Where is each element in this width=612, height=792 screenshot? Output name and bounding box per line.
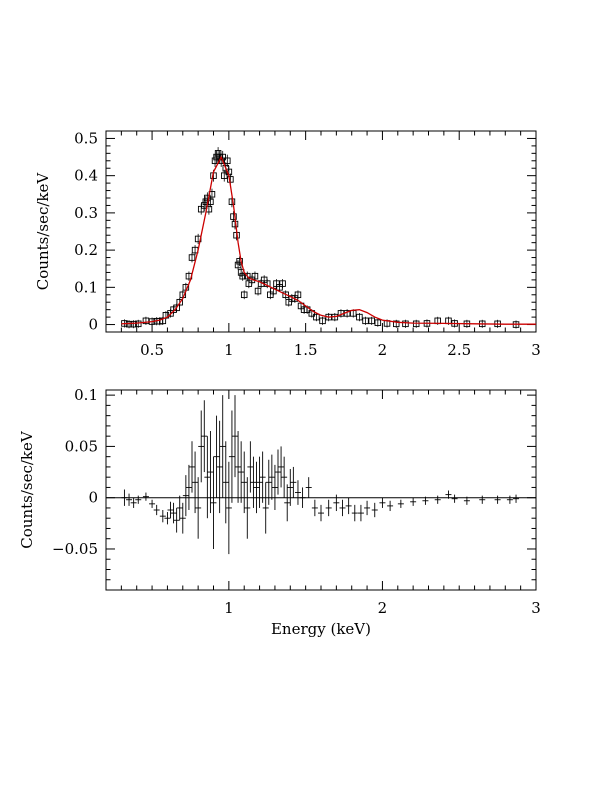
y-tick-label: −0.05 <box>52 540 98 558</box>
data-point <box>188 254 196 261</box>
data-point <box>176 298 183 306</box>
data-point <box>313 313 320 321</box>
y-axis-label: Counts/sec/keV <box>34 172 52 291</box>
data-point <box>362 317 369 325</box>
x-tick-label: 2 <box>378 341 388 359</box>
data-point <box>202 198 210 205</box>
plot-frame <box>105 130 537 333</box>
model-curve <box>121 155 536 325</box>
data-point <box>142 317 150 325</box>
data-point <box>244 272 251 280</box>
x-tick-label: 3 <box>531 341 541 359</box>
data-point <box>402 320 409 328</box>
data-point <box>236 258 243 265</box>
data-point <box>356 313 363 321</box>
data-point <box>220 172 228 179</box>
y-tick-label: 0.2 <box>74 241 98 259</box>
x-axis-label: Energy (keV) <box>271 620 371 638</box>
data-point <box>412 320 420 328</box>
x-tick-label: 3 <box>531 599 541 617</box>
data-point <box>130 320 137 328</box>
residual-panel: 1 2 3 −0.05 0 0.05 0.1 Counts/sec/keV Energy (ke… <box>18 386 541 638</box>
data-point <box>251 272 259 280</box>
x-tick-label: 1 <box>224 599 234 617</box>
y-tick-label: 0.05 <box>65 437 98 455</box>
y-tick-label: 0 <box>88 489 98 507</box>
data-point <box>230 213 237 220</box>
y-tick-label: 0 <box>88 316 98 334</box>
x-tick-label: 2.5 <box>447 341 471 359</box>
data-point <box>240 291 248 299</box>
data-point <box>393 320 400 328</box>
data-point <box>294 291 302 299</box>
x-tick-label: 1.5 <box>294 341 318 359</box>
x-tick-label: 0.5 <box>140 341 164 359</box>
top-panel: 0.5 1 1.5 2 2.5 3 0 0.1 0.2 0.3 0.4 0.5 Counts/sec/k… <box>34 129 541 359</box>
data-point <box>214 150 222 157</box>
data-point <box>282 291 289 299</box>
y-tick-label: 0.4 <box>74 167 98 185</box>
data-point <box>211 157 219 165</box>
x-tick-label: 1 <box>224 341 234 359</box>
data-point <box>224 157 231 165</box>
data-point <box>134 320 142 328</box>
x-tick-label: 2 <box>378 599 388 617</box>
data-point <box>239 272 246 280</box>
data-point <box>374 319 382 326</box>
data-point <box>234 261 242 269</box>
data-point <box>254 287 262 295</box>
y-tick-label: 0.1 <box>74 278 98 296</box>
y-tick-label: 0.1 <box>74 386 98 404</box>
plot-frame <box>105 389 537 591</box>
data-point <box>279 280 286 287</box>
y-tick-label: 0.3 <box>74 204 98 222</box>
y-tick-label: 0.5 <box>74 129 98 147</box>
data-point <box>368 317 375 325</box>
data-point <box>319 317 326 325</box>
y-axis-label: Counts/sec/keV <box>18 430 36 549</box>
